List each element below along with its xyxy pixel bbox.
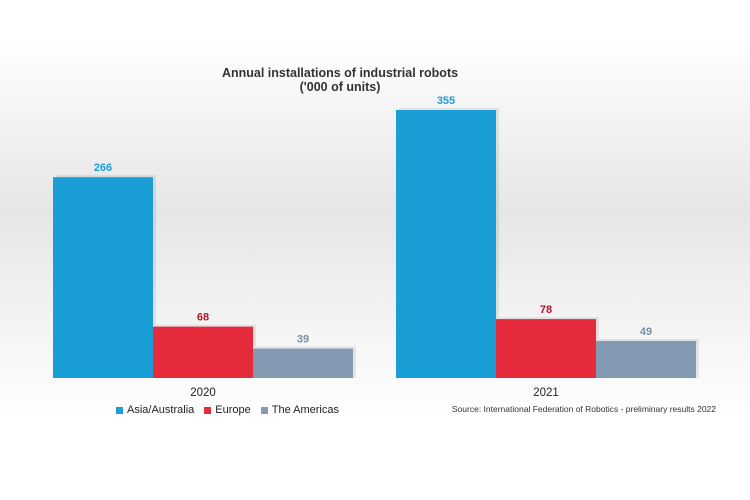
legend-swatch-europe [204,406,212,414]
data-label-americas-2021: 49 [640,326,652,338]
legend-item-asia: Asia/Australia [116,404,194,416]
chart-subtitle: ('000 of units) [299,80,381,94]
bar-americas-2021 [596,341,696,378]
source-note: Source: International Federation of Robo… [451,404,716,414]
legend-swatch-asia [116,406,123,414]
legend: Asia/Australia Europe The Americas [116,403,339,417]
legend-label-europe: Europe [215,404,251,416]
data-label-americas-2020: 39 [297,334,309,346]
category-label-2021: 2021 [533,387,559,399]
data-label-europe-2021: 78 [540,304,552,316]
bar-europe-2020 [153,326,253,378]
bar-americas-2020 [253,348,353,378]
legend-swatch-americas [260,406,268,414]
category-label-2020: 2020 [190,387,216,399]
legend-label-asia: Asia/Australia [127,404,195,416]
legend-item-americas: The Americas [260,404,339,416]
data-label-asia-2020: 266 [94,162,112,174]
bar-asia-2021 [396,110,496,378]
data-label-asia-2021: 355 [437,95,455,107]
chart-title: Annual installations of industrial robot… [221,66,459,80]
bar-europe-2021 [496,319,596,378]
bar-asia-2020 [53,177,153,378]
legend-label-americas: The Americas [271,404,339,416]
legend-item-europe: Europe [204,404,251,416]
data-label-europe-2020: 68 [197,312,209,324]
